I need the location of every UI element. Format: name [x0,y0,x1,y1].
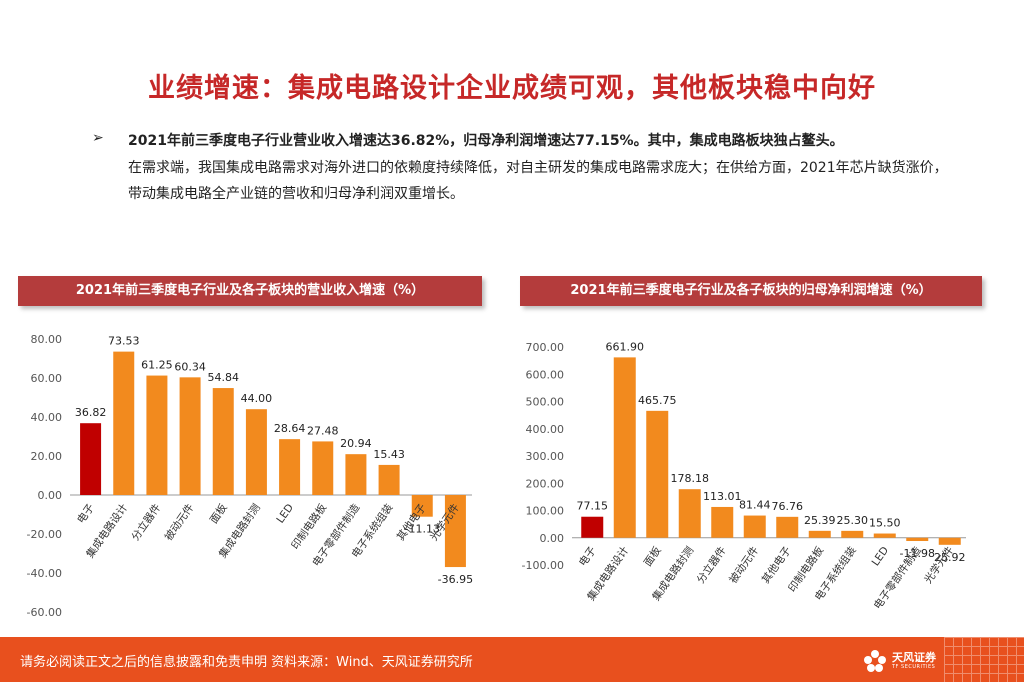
bar-9 [378,464,400,495]
data-label: 25.92 [934,551,966,564]
bar-7 [312,441,334,495]
category-label: 其他电子 [759,544,794,586]
bar-6 [776,516,799,538]
category-label: 分立器件 [129,501,164,543]
slide-title: 业绩增速：集成电路设计企业成绩可观，其他板块稳中向好 [148,73,876,104]
category-label: 分立器件 [694,544,729,586]
data-label: 15.50 [869,517,901,530]
data-label: 15.43 [373,448,405,461]
category-label: LED [274,502,296,526]
y-tick-label: -60.00 [27,606,62,619]
bar-5 [743,515,766,538]
bar-0 [80,423,102,495]
company-logo: 天风证券 TF SECURITIES [862,647,982,675]
data-label: 113.01 [703,490,742,503]
bullet-arrow-icon: ➢ [92,130,104,146]
bar-8 [841,530,864,538]
y-tick-label: 80.00 [31,333,63,346]
data-label: 20.94 [340,437,372,450]
logo-subtitle: TF SECURITIES [892,664,936,670]
bar-2 [146,375,168,495]
logo-name: 天风证券 [892,651,936,664]
bar-3 [678,489,701,538]
bar-7 [808,530,831,538]
category-label: 面板 [641,544,664,569]
footer-bar: 请务必阅读正文之后的信息披露和免责申明 资料来源：Wind、天风证券研究所 天风… [0,637,1024,682]
y-tick-label: 40.00 [31,411,63,424]
bullet-body-text: 在需求端，我国集成电路需求对海外进口的依赖度持续降低，对自主研发的集成电路需求庞… [128,159,948,203]
data-label: -11.13 [405,523,440,536]
data-label: 36.82 [75,406,107,419]
y-tick-label: -100.00 [522,559,564,572]
y-tick-label: 100.00 [526,505,565,518]
data-label: -36.95 [438,573,473,586]
data-label: 61.25 [141,359,173,372]
footer-grid-decoration [944,637,1024,682]
data-label: 54.84 [208,371,240,384]
revenue-chart-title: 2021年前三季度电子行业及各子板块的营业收入增速（%） [18,276,482,306]
category-label: 被动元件 [726,544,761,586]
footer-disclaimer: 请务必阅读正文之后的信息披露和免责申明 资料来源：Wind、天风证券研究所 [20,655,473,670]
bar-4 [711,506,734,538]
category-label: 电子 [74,501,97,526]
y-tick-label: 60.00 [31,372,63,385]
category-label: 被动元件 [162,501,197,543]
category-label: 面板 [207,501,230,526]
bullet-bold-text: 2021年前三季度电子行业营业收入增速达36.82%，归母净利润增速达77.15… [128,133,844,149]
y-tick-label: 300.00 [526,450,565,463]
bar-11 [938,537,961,545]
data-label: 81.44 [739,499,771,512]
y-tick-label: -20.00 [27,528,62,541]
bar-11 [444,495,466,568]
bar-1 [113,351,135,495]
data-label: -11.98 [900,547,935,560]
data-label: 76.76 [772,500,804,513]
bar-2 [646,410,669,538]
data-label: 661.90 [606,340,645,353]
bar-10 [906,537,929,542]
profit-chart-title: 2021年前三季度电子行业及各子板块的归母净利润增速（%） [520,276,982,306]
bar-9 [873,533,896,538]
y-tick-label: 20.00 [31,450,63,463]
data-label: 44.00 [241,392,273,405]
bar-0 [581,516,604,538]
category-label: LED [870,545,892,569]
data-label: 25.30 [837,514,869,527]
logo-flower-icon [864,650,886,672]
data-label: 25.39 [804,514,836,527]
y-tick-label: 0.00 [540,532,565,545]
bar-5 [245,409,267,495]
bar-8 [345,454,367,495]
bar-6 [279,439,301,495]
y-tick-label: 700.00 [526,341,565,354]
y-tick-label: 0.00 [38,489,63,502]
bar-1 [613,357,636,538]
bar-4 [212,388,234,495]
y-tick-label: 400.00 [526,423,565,436]
net-profit-growth-chart: 700.00 600.00 500.00 400.00 300.00 200.00 100.… [522,340,966,612]
data-label: 28.64 [274,422,306,435]
data-label: 178.18 [671,472,710,485]
data-label: 465.75 [638,394,677,407]
y-tick-label: 200.00 [526,477,565,490]
bar-10 [411,495,433,517]
y-tick-label: -40.00 [27,567,62,580]
y-tick-label: 500.00 [526,396,565,409]
data-label: 73.53 [108,335,140,348]
data-label: 60.34 [174,360,206,373]
data-label: 77.15 [577,500,609,513]
revenue-growth-chart: 80.00 60.00 40.00 20.00 0.00 -20.00 -40.00 -60.… [27,333,474,619]
data-label: 27.48 [307,424,339,437]
bullet-paragraph: 2021年前三季度电子行业营业收入增速达36.82%，归母净利润增速达77.15… [128,128,948,208]
bar-3 [179,377,201,495]
y-tick-label: 600.00 [526,368,565,381]
category-label: 电子 [576,544,599,569]
